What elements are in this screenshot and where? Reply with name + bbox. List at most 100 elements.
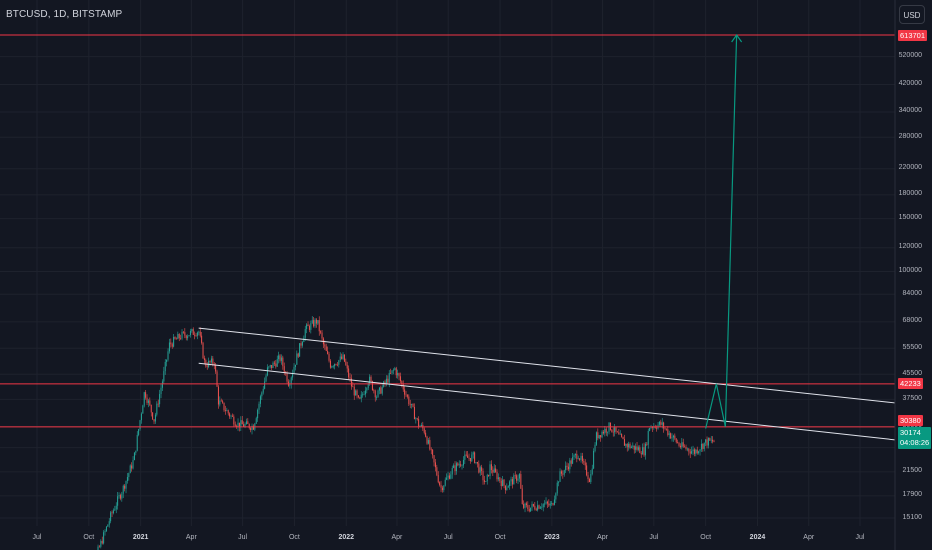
- channel-trend-line[interactable]: [198, 327, 896, 404]
- candle-body: [594, 444, 596, 451]
- candle-body: [580, 455, 582, 460]
- candle-body: [381, 386, 383, 394]
- candle-body: [602, 431, 604, 434]
- candle-body: [220, 400, 222, 402]
- candle-body: [317, 320, 319, 324]
- currency-button[interactable]: USD: [899, 5, 925, 24]
- candle-body: [364, 390, 366, 395]
- candle-body: [511, 479, 513, 485]
- candle-body: [500, 480, 502, 487]
- candle-body: [384, 381, 386, 384]
- candle-body: [667, 429, 669, 436]
- candle-body: [166, 359, 168, 362]
- candle-body: [195, 335, 197, 337]
- candle-body: [252, 425, 254, 430]
- candle-body: [339, 356, 341, 361]
- candle-body: [328, 353, 330, 361]
- x-tick-label: Apr: [803, 534, 815, 541]
- candle-body: [117, 496, 119, 506]
- candle-body: [223, 402, 225, 411]
- candle-body: [503, 479, 505, 486]
- candle-body: [663, 422, 665, 429]
- candle-body: [460, 464, 462, 466]
- candle-body: [245, 421, 247, 425]
- candle-body: [664, 428, 666, 429]
- candle-body: [115, 505, 117, 510]
- candle-body: [205, 360, 207, 367]
- candle-body: [154, 414, 156, 422]
- mid-price-tag: 30380: [898, 414, 923, 426]
- y-tick-label: 45500: [902, 369, 922, 377]
- candle-body: [672, 435, 674, 438]
- candle-body: [178, 333, 180, 339]
- candle-body: [378, 387, 380, 391]
- grid: [0, 0, 895, 526]
- candle-body: [523, 503, 525, 508]
- channel-lines: [198, 327, 896, 441]
- candle-body: [241, 420, 243, 425]
- candle-body: [159, 394, 161, 405]
- candle-body: [234, 424, 236, 426]
- candle-body: [656, 427, 658, 429]
- candle-body: [707, 438, 709, 446]
- candle-body: [171, 344, 173, 347]
- candle-body: [572, 457, 574, 464]
- candle-body: [462, 459, 464, 466]
- candle-body: [175, 338, 177, 340]
- candle-body: [112, 510, 114, 514]
- candle-body: [614, 427, 616, 433]
- y-tick-label: 68000: [902, 317, 922, 325]
- candle-body: [622, 436, 624, 440]
- projection-line[interactable]: [705, 34, 738, 429]
- candle-body: [122, 485, 124, 494]
- candle-body: [170, 342, 172, 345]
- candle-body: [268, 366, 270, 368]
- candle-body: [229, 413, 231, 417]
- candle-body: [275, 363, 277, 367]
- candle-body: [201, 335, 203, 343]
- candle-body: [371, 381, 373, 391]
- candle-body: [437, 475, 439, 483]
- candle-body: [107, 524, 109, 527]
- candle-body: [125, 480, 127, 489]
- candle-body: [692, 449, 694, 452]
- candle-body: [499, 477, 501, 481]
- candle-body: [475, 462, 477, 463]
- y-tick-label: 150000: [898, 214, 922, 222]
- candle-body: [149, 400, 151, 405]
- candle-body: [177, 333, 179, 340]
- candle-body: [637, 447, 639, 450]
- candle-body: [539, 507, 541, 509]
- candle-body: [250, 428, 252, 431]
- candle-body: [611, 429, 613, 432]
- candle-body: [506, 487, 508, 491]
- candle-body: [451, 467, 453, 475]
- candle-body: [650, 427, 652, 429]
- candle-body: [461, 465, 463, 467]
- candle-body: [528, 509, 530, 512]
- candle-body: [595, 432, 597, 445]
- candle-body: [535, 509, 537, 511]
- candle-body: [623, 439, 625, 446]
- candle-body: [313, 320, 315, 327]
- candle-body: [485, 481, 487, 482]
- candle-body: [222, 401, 224, 403]
- candle-body: [660, 421, 662, 425]
- candle-body: [548, 503, 550, 506]
- candle-body: [695, 449, 697, 454]
- countdown-timer: 04:08:26: [900, 437, 930, 447]
- candle-body: [266, 367, 268, 376]
- candle-body: [698, 451, 700, 454]
- y-tick-label: 120000: [898, 243, 922, 251]
- candle-body: [373, 390, 375, 391]
- candle-body: [189, 330, 191, 336]
- candle-body: [542, 504, 544, 508]
- candle-body: [709, 438, 711, 441]
- channel-trend-line[interactable]: [198, 362, 896, 441]
- candle-body: [261, 392, 263, 397]
- candle-body: [553, 499, 555, 505]
- candle-body: [507, 486, 509, 488]
- candle-body: [513, 475, 515, 485]
- candle-body: [168, 342, 170, 352]
